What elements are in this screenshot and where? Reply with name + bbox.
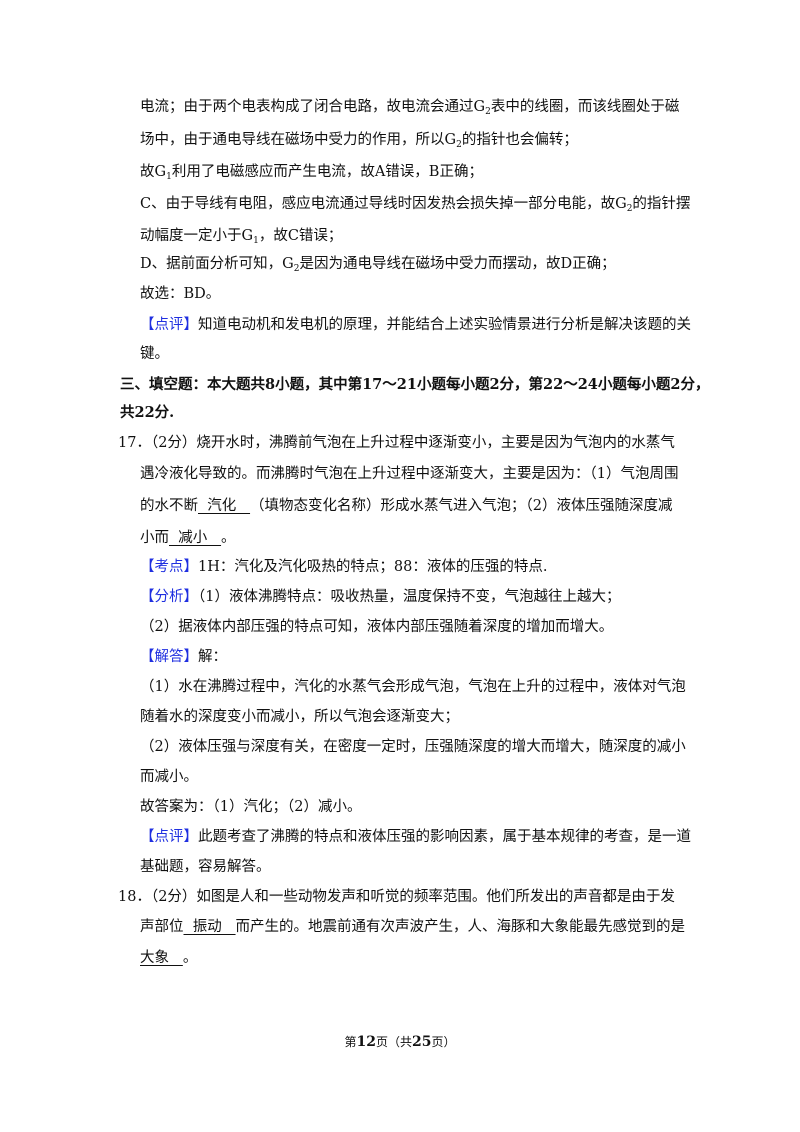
- page-footer: 第12页（共25页）: [0, 1033, 800, 1050]
- section-tag-label: 【分析】: [140, 589, 198, 605]
- text-segment: 随着水的深度变小而减小，所以气泡会逐渐变大；: [140, 709, 459, 725]
- section-tag-label: 【点评】: [140, 317, 198, 333]
- text-segment: 解：: [198, 649, 227, 665]
- answer-blank: 振动: [183, 919, 236, 935]
- section-tag-label: 【解答】: [140, 649, 198, 665]
- text-line: 【分析】（1）液体沸腾特点：吸收热量，温度保持不变，气泡越往上越大；: [140, 587, 620, 607]
- text-segment: 17．（2分）烧开水时，沸腾前气泡在上升过程中逐渐变小，主要是因为气泡内的水蒸气: [118, 435, 675, 451]
- text-segment: 。: [182, 950, 198, 966]
- text-segment: （1）水在沸腾过程中，汽化的水蒸气会形成气泡，气泡在上升的过程中，液体对气泡: [140, 679, 686, 695]
- text-segment: （2）液体压强与深度有关，在密度一定时，压强随深度的增大而增大，随深度的减小: [140, 739, 686, 755]
- text-line: 的水不断 汽化 （填物态变化名称）形成水蒸气进入气泡；（2）液体压强随深度减: [140, 496, 673, 516]
- text-segment: 故选：BD。: [140, 286, 221, 302]
- text-segment: 电流；由于两个电表构成了闭合电路，故电流会通过G: [140, 99, 486, 115]
- text-segment: 三、填空题：本大题共8小题，其中第17～21小题每小题2分，第22～24小题每小…: [120, 376, 710, 393]
- text-segment: 小而: [140, 530, 169, 546]
- text-segment: 动幅度一定小于G: [140, 228, 254, 244]
- answer-blank: 减小: [169, 530, 222, 546]
- text-segment: （1）液体沸腾特点：吸收热量，温度保持不变，气泡越往上越大；: [198, 589, 621, 605]
- text-segment: 基础题，容易解答。: [140, 859, 271, 875]
- footer-text: 页（共: [375, 1035, 412, 1049]
- question-line: 17．（2分）烧开水时，沸腾前气泡在上升过程中逐渐变小，主要是因为气泡内的水蒸气: [118, 433, 675, 453]
- text-line: （2）据液体内部压强的特点可知，液体内部压强随着深度的增加而增大。: [140, 617, 613, 637]
- answer-blank: 大象: [140, 950, 183, 966]
- section-tag-label: 【考点】: [140, 559, 198, 575]
- text-segment: 知道电动机和发电机的原理，并能结合上述实验情景进行分析是解决该题的关: [198, 317, 691, 333]
- text-segment: 而产生的。地震前通有次声波产生，人、海豚和大象能最先感觉到的是: [235, 919, 686, 935]
- text-line: 随着水的深度变小而减小，所以气泡会逐渐变大；: [140, 707, 459, 727]
- text-line: 小而 减小 。: [140, 528, 236, 548]
- text-segment: 场中，由于通电导线在磁场中受力的作用，所以G: [140, 132, 457, 148]
- text-line: （1）水在沸腾过程中，汽化的水蒸气会形成气泡，气泡在上升的过程中，液体对气泡: [140, 677, 686, 697]
- text-line: 【考点】1H：汽化及汽化吸热的特点；88：液体的压强的特点.: [140, 557, 547, 577]
- text-segment: 遇冷液化导致的。而沸腾时气泡在上升过程中逐渐变大，主要是因为：（1）气泡周围: [140, 466, 679, 482]
- text-segment: 。: [221, 530, 236, 546]
- question-line: 18．（2分）如图是人和一些动物发声和听觉的频率范围。他们所发出的声音都是由于发: [118, 887, 675, 907]
- text-line: D、据前面分析可知，G2是因为通电导线在磁场中受力而摆动，故D正确；: [140, 254, 616, 279]
- text-segment: 而减小。: [140, 769, 198, 785]
- text-segment: D、据前面分析可知，G: [140, 256, 294, 272]
- text-line: 而减小。: [140, 767, 198, 787]
- text-segment: （填物态变化名称）形成水蒸气进入气泡；（2）液体压强随深度减: [250, 498, 673, 514]
- text-segment: 1H：汽化及汽化吸热的特点；88：液体的压强的特点.: [198, 559, 548, 575]
- text-segment: 的水不断: [140, 498, 198, 514]
- text-line: 【点评】知道电动机和发电机的原理，并能结合上述实验情景进行分析是解决该题的关: [140, 315, 691, 335]
- text-segment: 的指针也会偏转；: [461, 132, 578, 148]
- text-line: 电流；由于两个电表构成了闭合电路，故电流会通过G2表中的线圈，而该线圈处于磁: [140, 97, 679, 122]
- text-segment: （2）据液体内部压强的特点可知，液体内部压强随着深度的增加而增大。: [140, 619, 614, 635]
- text-line: 故答案为：（1）汽化；（2）减小。: [140, 797, 361, 817]
- text-line: 声部位 振动 而产生的。地震前通有次声波产生，人、海豚和大象能最先感觉到的是: [140, 917, 685, 937]
- text-segment: 故答案为：（1）汽化；（2）减小。: [140, 799, 362, 815]
- text-line: 大象 。: [140, 948, 197, 968]
- text-segment: C、由于导线有电阻，感应电流通过导线时因发热会损失掉一部分电能，故G: [140, 196, 627, 212]
- subscript: 2: [293, 264, 300, 274]
- section-heading-line: 共22分.: [120, 403, 174, 423]
- footer-text: 第: [344, 1035, 357, 1049]
- text-line: 【点评】此题考查了沸腾的特点和液体压强的影响因素，属于基本规律的考查，是一道: [140, 827, 691, 847]
- text-line: 场中，由于通电导线在磁场中受力的作用，所以G2的指针也会偏转；: [140, 130, 578, 155]
- text-line: 遇冷液化导致的。而沸腾时气泡在上升过程中逐渐变大，主要是因为：（1）气泡周围: [140, 464, 678, 484]
- subscript: 2: [626, 204, 633, 214]
- footer-text: 页）: [431, 1035, 456, 1049]
- subscript: 2: [485, 107, 491, 117]
- total-pages: 25: [412, 1034, 432, 1050]
- text-line: 基础题，容易解答。: [140, 857, 271, 877]
- text-line: （2）液体压强与深度有关，在密度一定时，压强随深度的增大而增大，随深度的减小: [140, 737, 686, 757]
- subscript: 2: [456, 140, 462, 150]
- text-segment: 故G: [140, 164, 167, 180]
- subscript: 1: [253, 236, 259, 246]
- section-tag-label: 【点评】: [140, 829, 198, 845]
- text-segment: 是因为通电导线在磁场中受力而摆动，故D正确；: [299, 256, 616, 272]
- text-line: 故选：BD。: [140, 284, 220, 304]
- section-heading-line: 三、填空题：本大题共8小题，其中第17～21小题每小题2分，第22～24小题每小…: [120, 375, 709, 395]
- text-line: 故G1利用了电磁感应而产生电流，故A错误，B正确；: [140, 162, 483, 187]
- text-segment: 利用了电磁感应而产生电流，故A错误，B正确；: [171, 164, 483, 180]
- text-line: 动幅度一定小于G1，故C错误；: [140, 226, 342, 251]
- text-line: 键。: [140, 344, 169, 364]
- text-line: C、由于导线有电阻，感应电流通过导线时因发热会损失掉一部分电能，故G2的指针摆: [140, 194, 690, 219]
- text-segment: 18．（2分）如图是人和一些动物发声和听觉的频率范围。他们所发出的声音都是由于发: [118, 889, 675, 905]
- text-segment: 的指针摆: [632, 196, 691, 212]
- text-segment: ，故C错误；: [258, 228, 343, 244]
- text-segment: 键。: [140, 346, 169, 362]
- subscript: 1: [166, 172, 172, 182]
- text-segment: 共22分.: [120, 404, 175, 421]
- text-segment: 表中的线圈，而该线圈处于磁: [490, 99, 680, 115]
- text-line: 【解答】解：: [140, 647, 227, 667]
- text-segment: 此题考查了沸腾的特点和液体压强的影响因素，属于基本规律的考查，是一道: [198, 829, 691, 845]
- answer-blank: 汽化: [198, 498, 251, 514]
- current-page-number: 12: [356, 1034, 376, 1050]
- text-segment: 声部位: [140, 919, 184, 935]
